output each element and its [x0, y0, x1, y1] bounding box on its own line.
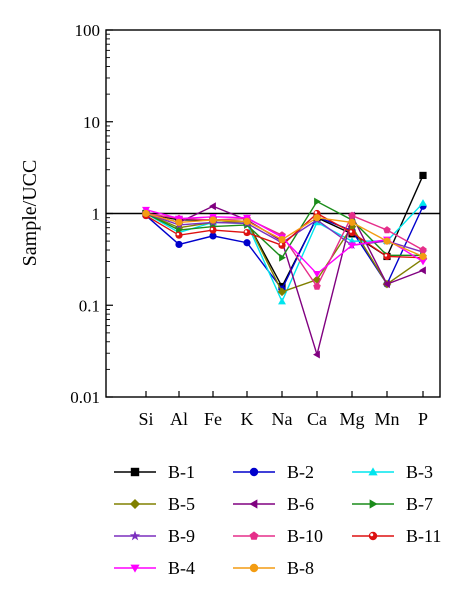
legend-item-B-1: B-1	[114, 462, 195, 482]
legend-marker-B-4	[130, 564, 140, 573]
series-B-8	[142, 209, 427, 261]
x-tick-label: Mg	[339, 409, 364, 429]
x-tick-label: Na	[272, 409, 293, 429]
axes-group: 100 10 1 0.1 0.01 Si Al Fe K Na Ca Mg Mn P	[70, 21, 428, 429]
data-point-B-11-K-highlight	[244, 230, 248, 233]
data-point-B-10-P	[419, 246, 427, 254]
legend-marker-B-2	[249, 467, 259, 477]
data-point-B-11-Mn	[383, 252, 391, 261]
data-point-B-10-Mg	[348, 211, 356, 219]
data-point-B-11-K	[243, 228, 251, 237]
data-point-B-4-Ca	[313, 270, 321, 278]
data-point-B-2-Al	[175, 240, 183, 249]
data-point-B-8-Fe	[209, 216, 217, 224]
data-point-B-6-P	[419, 266, 426, 275]
y-tick-label: 10	[83, 113, 100, 132]
x-tick-label: Fe	[204, 409, 222, 429]
legend-marker-B-11	[368, 531, 378, 541]
legend-label: B-7	[406, 494, 433, 514]
data-point-B-6-Mn	[383, 280, 390, 289]
data-point-B-1-P	[419, 171, 427, 180]
data-point-B-3-P	[419, 199, 427, 206]
data-point-B-11-Fe	[209, 226, 217, 234]
legend-item-B-9: B-9	[114, 526, 195, 546]
legend-label: B-4	[168, 558, 195, 578]
data-point-B-4-Mg	[348, 242, 356, 250]
legend-label: B-9	[168, 526, 195, 546]
x-tick-label: Al	[170, 409, 188, 429]
legend-item-B-10: B-10	[233, 526, 323, 546]
data-point-B-11-Al	[175, 231, 183, 239]
x-tick-label: K	[241, 409, 254, 429]
data-point-B-7-Na	[279, 253, 286, 262]
data-point-B-3-Mg	[348, 237, 356, 244]
legend-label: B-5	[168, 494, 195, 514]
data-point-B-5-Na	[277, 287, 287, 297]
data-point-B-2-K	[243, 239, 251, 247]
data-point-B-11-Ca-highlight	[314, 211, 318, 214]
legend-item-B-5: B-5	[114, 494, 195, 514]
data-point-B-10-Mn	[383, 226, 391, 234]
legend-marker-B-11-highlight	[370, 533, 374, 537]
y-tick-label: 100	[75, 21, 101, 40]
data-point-B-8-Mn	[383, 237, 391, 245]
legend-label: B-8	[287, 558, 314, 578]
data-point-B-11-Mg-highlight	[349, 230, 353, 233]
data-point-B-3-Ca	[313, 218, 321, 226]
data-point-B-8-Ca	[313, 214, 321, 222]
legend-item-B-6: B-6	[233, 494, 314, 514]
data-point-B-8-Si	[142, 209, 150, 218]
data-point-B-6-Ca	[313, 350, 320, 359]
data-point-B-11-Fe-highlight	[210, 227, 214, 231]
legend-marker-B-1	[130, 467, 140, 477]
legend-item-B-7: B-7	[352, 494, 433, 514]
legend-label: B-2	[287, 462, 314, 482]
legend-marker-B-5	[129, 498, 141, 510]
data-point-B-11-Al-highlight	[176, 232, 180, 236]
x-tick-label: Si	[138, 409, 153, 429]
legend-label: B-1	[168, 462, 195, 482]
legend-marker-B-3	[368, 467, 378, 476]
legend-marker-B-9	[129, 530, 141, 541]
y-tick-label: 1	[92, 205, 101, 224]
legend-item-B-11: B-11	[352, 526, 441, 546]
legend-item-B-4: B-4	[114, 558, 195, 578]
data-point-B-11-Na-highlight	[279, 242, 283, 246]
legend-item-B-8: B-8	[233, 558, 314, 578]
legend-label: B-3	[406, 462, 433, 482]
data-point-B-11-Mn-highlight	[384, 254, 388, 257]
y-axis-label: Sample/UCC	[19, 160, 41, 267]
legend-item-B-2: B-2	[233, 462, 314, 482]
legend-marker-B-6	[249, 499, 258, 509]
data-point-B-6-Fe	[209, 202, 216, 211]
y-tick-label: 0.01	[70, 388, 100, 407]
legend-item-B-3: B-3	[352, 462, 433, 482]
data-point-B-4-P	[419, 258, 427, 266]
data-point-B-2-Fe	[209, 232, 217, 240]
legend-label: B-10	[287, 526, 323, 546]
data-point-B-11-Mg	[348, 228, 356, 237]
legend-marker-B-8	[249, 563, 259, 573]
x-tick-label: Ca	[307, 409, 327, 429]
data-point-B-8-Mg	[348, 218, 356, 226]
y-tick-label: 0.1	[79, 296, 100, 315]
legend-label: B-6	[287, 494, 314, 514]
data-point-B-8-K	[243, 217, 251, 226]
legend-label: B-11	[406, 526, 441, 546]
legend-marker-B-10	[249, 531, 259, 540]
data-point-B-8-P	[419, 252, 427, 261]
x-tick-label: P	[418, 409, 428, 429]
legend-marker-B-7	[369, 499, 378, 509]
legend: B-1 B-2 B-3 B-5 B-6 B-7 B-9 B-10 B-11 B-4 B-8	[114, 462, 441, 578]
series-group	[141, 171, 428, 359]
data-point-B-10-Ca	[313, 282, 321, 290]
x-tick-label: Mn	[374, 409, 399, 429]
data-point-B-7-Ca	[314, 197, 321, 206]
data-point-B-3-Na	[278, 297, 286, 305]
data-point-B-8-Na	[278, 235, 286, 244]
data-point-B-8-Al	[175, 218, 183, 226]
